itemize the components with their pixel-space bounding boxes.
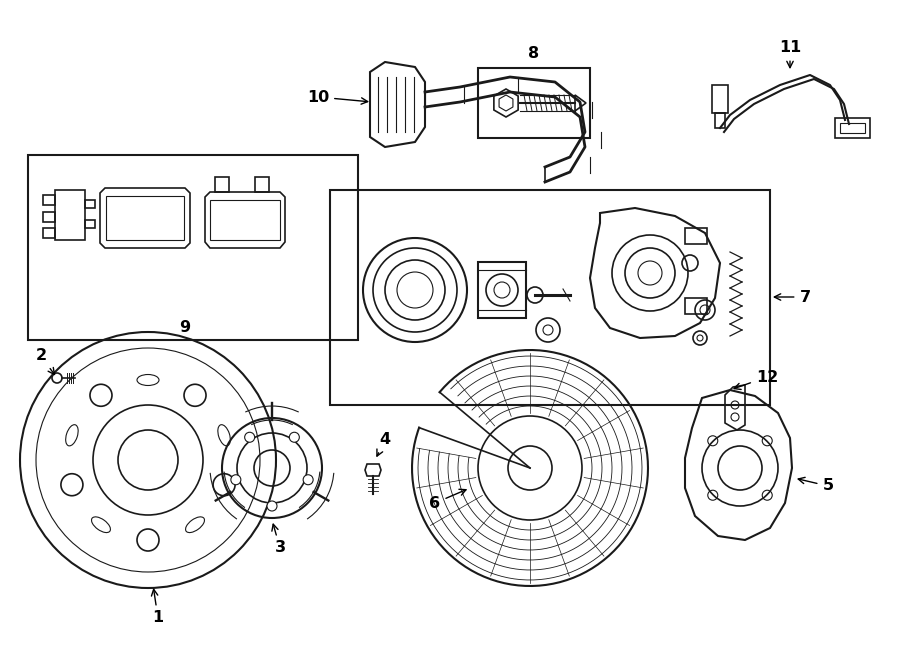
Circle shape — [289, 432, 300, 442]
Bar — [478, 68, 590, 138]
Bar — [28, 155, 358, 340]
Bar — [330, 190, 770, 405]
Bar — [685, 228, 707, 244]
Bar — [840, 123, 865, 133]
Circle shape — [231, 475, 241, 485]
Bar — [478, 262, 526, 318]
Bar — [43, 212, 55, 222]
Text: 6: 6 — [429, 489, 466, 510]
Text: 7: 7 — [774, 290, 811, 305]
Text: 5: 5 — [798, 477, 833, 494]
Text: 11: 11 — [778, 40, 801, 67]
Text: 2: 2 — [35, 348, 55, 375]
Bar — [210, 200, 280, 240]
Text: 10: 10 — [307, 89, 368, 104]
Bar — [712, 85, 728, 113]
Text: 8: 8 — [528, 46, 540, 61]
Bar — [255, 177, 269, 192]
Text: 12: 12 — [734, 369, 778, 389]
Bar — [43, 195, 55, 205]
Bar — [55, 190, 85, 240]
Text: 3: 3 — [272, 524, 285, 555]
Bar — [85, 200, 95, 208]
Bar — [685, 298, 707, 314]
Circle shape — [267, 501, 277, 511]
Bar — [106, 196, 184, 240]
Bar — [85, 220, 95, 228]
Bar — [835, 118, 870, 138]
Circle shape — [245, 432, 255, 442]
Bar — [43, 228, 55, 238]
Bar — [715, 113, 725, 128]
Text: 1: 1 — [151, 589, 164, 625]
Text: 9: 9 — [179, 321, 191, 336]
Bar — [215, 177, 229, 192]
Text: 4: 4 — [377, 432, 391, 456]
Circle shape — [303, 475, 313, 485]
